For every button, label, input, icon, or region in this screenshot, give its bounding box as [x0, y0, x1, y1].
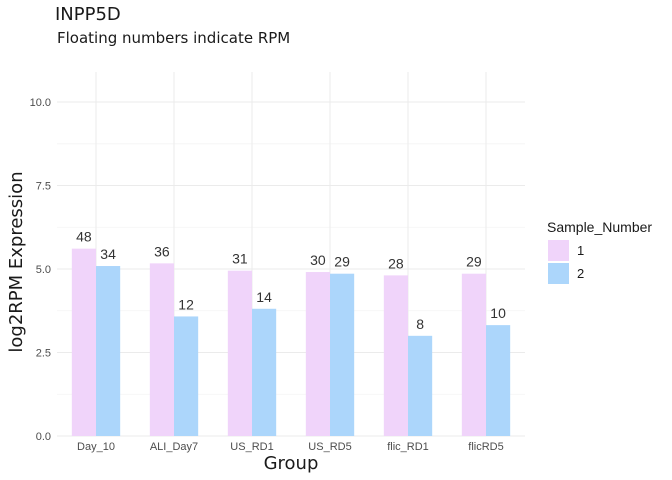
- legend-swatch-2: [548, 263, 569, 284]
- bar-value-label: 28: [388, 255, 404, 271]
- bar-value-label: 29: [334, 254, 350, 270]
- legend-title: Sample_Number: [547, 219, 652, 235]
- bar-Day_10-series-2: [96, 266, 121, 436]
- x-tick-label: flicRD5: [468, 441, 503, 453]
- y-axis-title: log2RPM Expression: [6, 171, 27, 352]
- x-tick-label: US_RD1: [230, 441, 273, 453]
- bar-value-label: 36: [154, 243, 170, 259]
- bar-flicRD5-series-1: [461, 273, 486, 436]
- legend-label-1: 1: [577, 243, 584, 258]
- legend: Sample_Number 1 2: [547, 219, 652, 284]
- x-axis-title: Group: [264, 453, 319, 474]
- y-tick-label: 0.0: [36, 431, 51, 443]
- bar-Day_10-series-1: [71, 248, 96, 436]
- chart-title: INPP5D: [55, 4, 121, 25]
- chart-subtitle: Floating numbers indicate RPM: [57, 29, 290, 47]
- bar-value-label: 34: [100, 246, 116, 262]
- bar-value-label: 10: [490, 305, 506, 321]
- x-tick-label: ALI_Day7: [150, 441, 198, 453]
- bar-flic_RD1-series-1: [383, 275, 408, 436]
- bar-flicRD5-series-2: [486, 325, 511, 436]
- bar-US_RD5-series-2: [330, 273, 355, 436]
- x-tick-label: flic_RD1: [387, 441, 429, 453]
- bar-ALI_Day7-series-1: [149, 263, 174, 436]
- bar-value-label: 48: [76, 229, 92, 245]
- bars: [71, 248, 511, 436]
- bar-value-label: 29: [466, 254, 482, 270]
- bar-value-label: 30: [310, 252, 326, 268]
- bar-value-label: 14: [256, 289, 272, 305]
- legend-label-2: 2: [577, 266, 584, 281]
- x-tick-label: US_RD5: [308, 441, 351, 453]
- y-tick-label: 7.5: [36, 181, 51, 193]
- y-axis-ticks: 0.0 2.5 5.0 7.5 10.0: [30, 97, 51, 443]
- x-axis-ticks: Day_10 ALI_Day7 US_RD1 US_RD5 flic_RD1 flicRD…: [77, 441, 504, 453]
- bar-value-label: 8: [416, 316, 424, 332]
- y-tick-label: 5.0: [36, 264, 51, 276]
- bar-value-label: 12: [178, 296, 194, 312]
- y-tick-label: 10.0: [30, 97, 51, 109]
- x-tick-label: Day_10: [77, 441, 115, 453]
- bar-US_RD1-series-1: [227, 270, 252, 436]
- bar-US_RD5-series-1: [305, 272, 330, 436]
- bar-value-label: 31: [232, 251, 248, 267]
- legend-swatch-1: [548, 240, 569, 261]
- bar-flic_RD1-series-2: [408, 335, 433, 436]
- gridlines: [57, 72, 525, 437]
- bar-labels: 48 36 31 30 28 29 34 12 14 29 8 10: [76, 229, 506, 332]
- bar-ALI_Day7-series-2: [174, 316, 199, 436]
- y-tick-label: 2.5: [36, 348, 51, 360]
- bar-US_RD1-series-2: [252, 308, 277, 436]
